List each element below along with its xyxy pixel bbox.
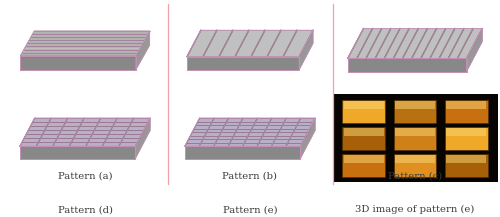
Bar: [342, 100, 386, 123]
Bar: [344, 128, 384, 136]
Bar: [444, 154, 488, 177]
Bar: [446, 128, 486, 136]
Polygon shape: [185, 146, 300, 159]
Polygon shape: [20, 31, 150, 56]
Polygon shape: [20, 56, 136, 70]
Polygon shape: [348, 28, 482, 58]
Bar: [395, 155, 435, 163]
Polygon shape: [20, 118, 150, 146]
Polygon shape: [299, 30, 313, 70]
Bar: [446, 155, 486, 163]
Text: Pattern (c): Pattern (c): [388, 171, 442, 181]
Polygon shape: [136, 118, 150, 159]
Text: Pattern (a): Pattern (a): [58, 171, 112, 181]
Bar: [446, 101, 486, 109]
Polygon shape: [185, 118, 315, 146]
Polygon shape: [20, 146, 136, 159]
Text: 3D image of pattern (e): 3D image of pattern (e): [356, 205, 474, 214]
Bar: [395, 101, 435, 109]
Polygon shape: [187, 30, 313, 57]
Bar: [444, 127, 488, 150]
Polygon shape: [348, 58, 467, 72]
Bar: [395, 128, 435, 136]
Bar: [342, 154, 386, 177]
Bar: [394, 100, 436, 123]
Polygon shape: [136, 31, 149, 70]
Bar: [394, 127, 436, 150]
Bar: [344, 101, 384, 109]
Text: Pattern (b): Pattern (b): [222, 171, 278, 181]
Text: Pattern (e): Pattern (e): [222, 205, 278, 214]
Bar: [394, 154, 436, 177]
Polygon shape: [300, 118, 315, 159]
Bar: [342, 127, 386, 150]
Bar: [444, 100, 488, 123]
Polygon shape: [187, 57, 299, 70]
Text: Pattern (d): Pattern (d): [58, 205, 112, 214]
Bar: [344, 155, 384, 163]
Polygon shape: [466, 28, 482, 72]
